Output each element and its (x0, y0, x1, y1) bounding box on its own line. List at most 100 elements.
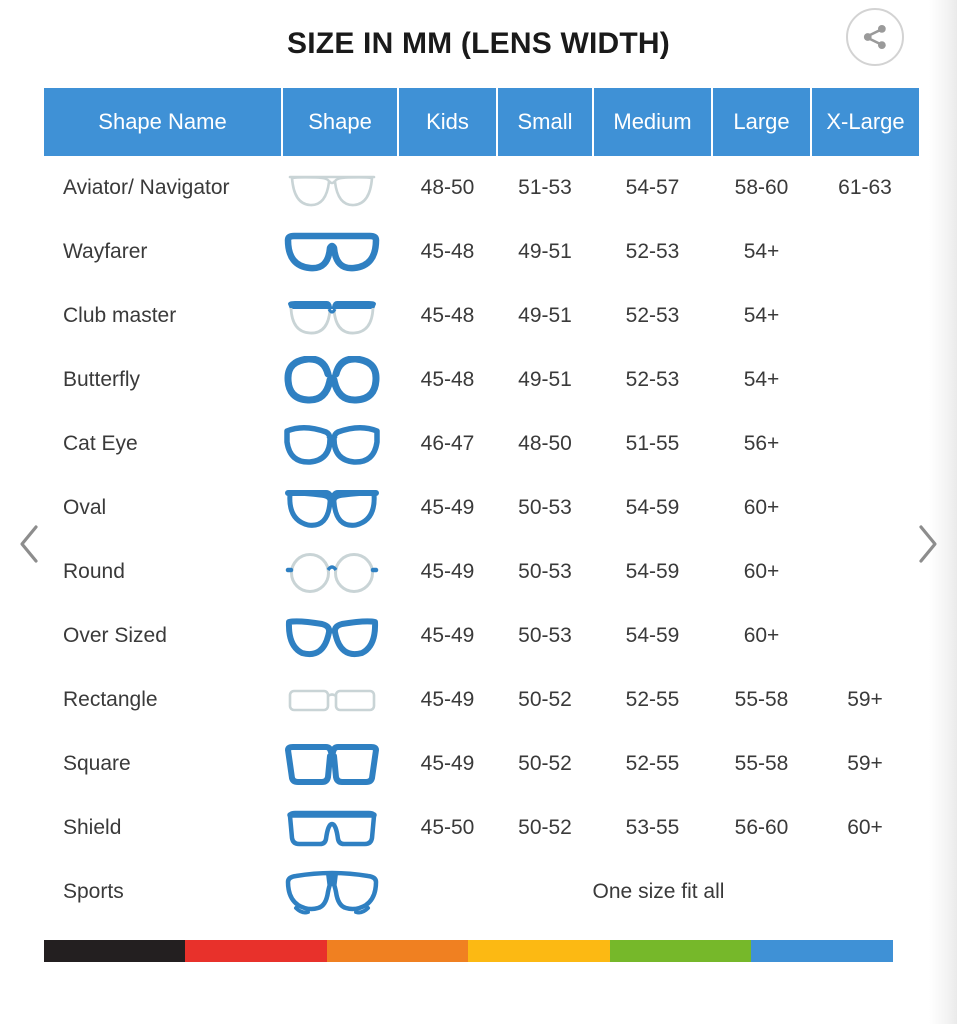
chevron-left-icon (16, 523, 42, 565)
cell-kids: 45-49 (398, 604, 497, 668)
cell-xlarge: 61-63 (811, 156, 919, 220)
cell-shape-name: Sports (44, 860, 282, 924)
color-segment-red (185, 940, 327, 962)
color-segment-yellow (468, 940, 610, 962)
shield-glasses-icon (282, 796, 398, 860)
column-header-medium: Medium (593, 88, 713, 156)
cell-large: 54+ (712, 348, 811, 412)
table-body: Aviator/ Navigator 48-50 51-53 54-57 58-60 61… (44, 156, 919, 924)
cell-one-size-note: One size fit all (398, 860, 919, 924)
cell-small: 49-51 (497, 220, 593, 284)
cell-large: 56-60 (712, 796, 811, 860)
table-row: Over Sized 45-49 50-53 54-59 60+ (44, 604, 919, 668)
chevron-right-icon (915, 523, 941, 565)
cell-xlarge (811, 540, 919, 604)
table-row: Wayfarer 45-48 49-51 52-53 54+ (44, 220, 919, 284)
cell-kids: 45-49 (398, 476, 497, 540)
cell-small: 50-53 (497, 604, 593, 668)
table-row: Butterfly 45-48 49-51 52-53 54+ (44, 348, 919, 412)
cateye-glasses-icon (282, 412, 398, 476)
cell-kids: 45-48 (398, 220, 497, 284)
page-left-edge (0, 0, 44, 1024)
cell-shape-name: Rectangle (44, 668, 282, 732)
sports-glasses-icon (282, 860, 398, 924)
cell-medium: 52-55 (593, 732, 712, 796)
table-row: Aviator/ Navigator 48-50 51-53 54-57 58-60 61… (44, 156, 919, 220)
cell-kids: 45-50 (398, 796, 497, 860)
color-strip (44, 940, 893, 962)
cell-shape-name: Square (44, 732, 282, 796)
cell-small: 50-52 (497, 732, 593, 796)
table-header: Shape Name Shape Kids Small Medium Large… (44, 88, 919, 156)
share-button[interactable] (846, 8, 904, 66)
column-header-kids: Kids (398, 88, 498, 156)
cell-xlarge: 60+ (811, 796, 919, 860)
clubmaster-glasses-icon (282, 284, 398, 348)
cell-kids: 45-49 (398, 668, 497, 732)
size-chart-table: Shape Name Shape Kids Small Medium Large… (44, 88, 919, 924)
color-segment-orange (326, 940, 469, 962)
round-glasses-icon (282, 540, 398, 604)
cell-large: 60+ (712, 604, 811, 668)
cell-kids: 46-47 (398, 412, 497, 476)
oval-glasses-icon (282, 476, 398, 540)
table-row: Square 45-49 50-52 52-55 55-58 59+ (44, 732, 919, 796)
cell-shape-name: Over Sized (44, 604, 282, 668)
butterfly-glasses-icon (282, 348, 398, 412)
cell-medium: 53-55 (593, 796, 712, 860)
cell-large: 60+ (712, 540, 811, 604)
cell-xlarge (811, 220, 919, 284)
cell-large: 60+ (712, 476, 811, 540)
cell-large: 58-60 (712, 156, 811, 220)
wayfarer-glasses-icon (282, 220, 398, 284)
column-header-xlarge: X-Large (811, 88, 919, 156)
cell-kids: 45-48 (398, 284, 497, 348)
cell-medium: 52-55 (593, 668, 712, 732)
column-header-small: Small (497, 88, 594, 156)
cell-shape-name: Club master (44, 284, 282, 348)
cell-xlarge (811, 284, 919, 348)
table-row: Club master 45-48 49-51 52-53 54+ (44, 284, 919, 348)
cell-xlarge (811, 412, 919, 476)
page-title: SIZE IN MM (LENS WIDTH) (287, 27, 670, 60)
cell-xlarge (811, 604, 919, 668)
cell-medium: 52-53 (593, 220, 712, 284)
column-header-shape-name: Shape Name (44, 88, 283, 156)
table-row: Oval 45-49 50-53 54-59 60+ (44, 476, 919, 540)
table-row-sports: Sports One size fit all (44, 860, 919, 924)
cell-small: 49-51 (497, 348, 593, 412)
cell-kids: 48-50 (398, 156, 497, 220)
cell-medium: 54-59 (593, 540, 712, 604)
cell-small: 48-50 (497, 412, 593, 476)
color-segment-black (44, 940, 186, 962)
color-segment-green (609, 940, 752, 962)
column-header-large: Large (712, 88, 812, 156)
cell-large: 56+ (712, 412, 811, 476)
cell-small: 50-52 (497, 796, 593, 860)
cell-medium: 54-57 (593, 156, 712, 220)
table-row: Shield 45-50 50-52 53-55 56-60 60+ (44, 796, 919, 860)
cell-kids: 45-49 (398, 732, 497, 796)
table-row: Cat Eye 46-47 48-50 51-55 56+ (44, 412, 919, 476)
next-slide-button[interactable] (905, 516, 951, 572)
prev-slide-button[interactable] (6, 516, 52, 572)
cell-small: 50-53 (497, 476, 593, 540)
column-header-shape: Shape (282, 88, 399, 156)
aviator-glasses-icon (282, 156, 398, 220)
table-row: Rectangle 45-49 50-52 52-55 55-58 59+ (44, 668, 919, 732)
rectangle-glasses-icon (282, 668, 398, 732)
cell-xlarge: 59+ (811, 732, 919, 796)
oversized-glasses-icon (282, 604, 398, 668)
cell-kids: 45-48 (398, 348, 497, 412)
table-row: Round 45-49 50-53 54-59 60+ (44, 540, 919, 604)
cell-xlarge (811, 348, 919, 412)
share-icon (860, 22, 890, 52)
cell-shape-name: Butterfly (44, 348, 282, 412)
cell-medium: 54-59 (593, 604, 712, 668)
cell-medium: 51-55 (593, 412, 712, 476)
title-bar: SIZE IN MM (LENS WIDTH) (0, 0, 957, 88)
table-header-row: Shape Name Shape Kids Small Medium Large… (44, 88, 919, 156)
cell-shape-name: Aviator/ Navigator (44, 156, 282, 220)
cell-small: 49-51 (497, 284, 593, 348)
